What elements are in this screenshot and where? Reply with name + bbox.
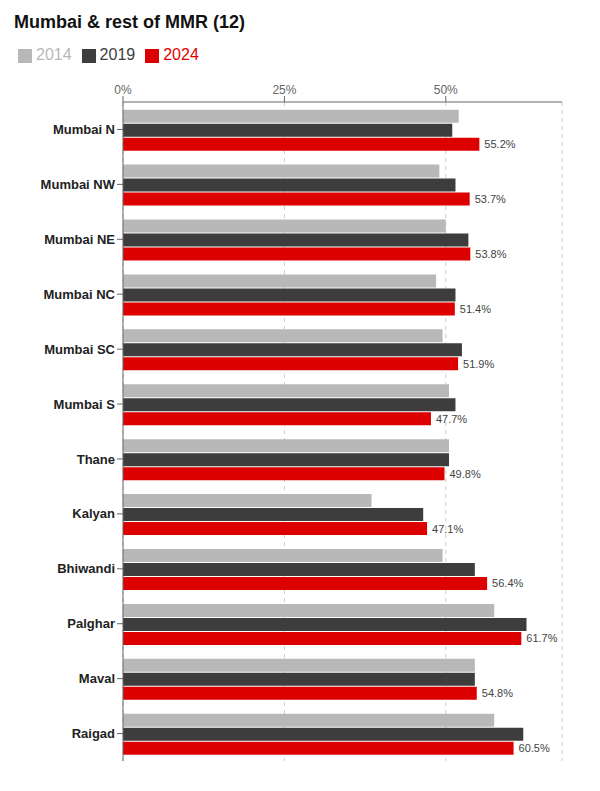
svg-text:Mumbai NE: Mumbai NE (44, 232, 115, 247)
svg-text:Mumbai NW: Mumbai NW (41, 177, 116, 192)
svg-text:Mumbai SC: Mumbai SC (44, 342, 115, 357)
svg-text:Kalyan: Kalyan (72, 506, 115, 521)
svg-text:50%: 50% (434, 83, 458, 97)
svg-text:Mumbai S: Mumbai S (54, 397, 116, 412)
svg-text:Mumbai N: Mumbai N (53, 122, 115, 137)
svg-text:25%: 25% (272, 83, 296, 97)
svg-text:47.1%: 47.1% (432, 523, 463, 535)
svg-text:51.4%: 51.4% (460, 303, 491, 315)
svg-text:Thane: Thane (77, 452, 115, 467)
html-text:2014: 2014 (36, 46, 72, 63)
svg-text:54.8%: 54.8% (482, 687, 513, 699)
svg-text:51.9%: 51.9% (463, 358, 494, 370)
svg-text:53.8%: 53.8% (475, 248, 506, 260)
svg-text:Palghar: Palghar (67, 616, 115, 631)
svg-text:60.5%: 60.5% (519, 742, 550, 754)
html-text:Mumbai & rest of MMR (12): Mumbai & rest of MMR (12) (14, 12, 245, 32)
svg-text:47.7%: 47.7% (436, 413, 467, 425)
svg-text:55.2%: 55.2% (484, 138, 515, 150)
svg-text:Raigad: Raigad (72, 726, 115, 741)
html-text:2024: 2024 (163, 46, 199, 63)
svg-text:Mumbai NC: Mumbai NC (44, 287, 116, 302)
svg-text:61.7%: 61.7% (526, 632, 557, 644)
svg-text:Bhiwandi: Bhiwandi (57, 561, 115, 576)
svg-text:Maval: Maval (79, 671, 115, 686)
html-text:2019: 2019 (99, 46, 136, 63)
svg-text:49.8%: 49.8% (450, 468, 481, 480)
svg-text:0%: 0% (114, 83, 132, 97)
svg-text:56.4%: 56.4% (492, 577, 523, 589)
svg-text:53.7%: 53.7% (475, 193, 506, 205)
